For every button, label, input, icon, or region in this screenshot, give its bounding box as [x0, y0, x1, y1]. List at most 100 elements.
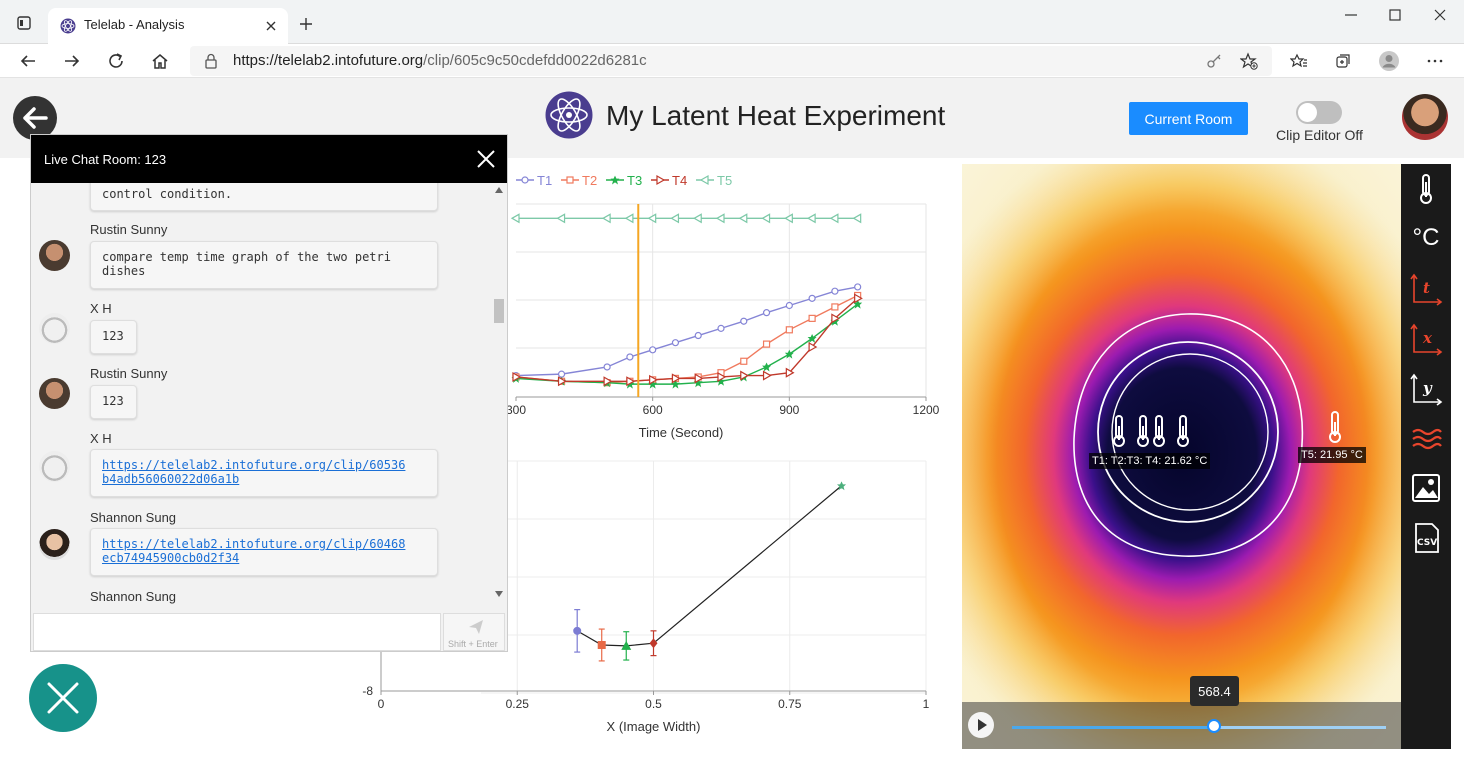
- data-point-t5: [693, 213, 702, 224]
- data-point-t5: [738, 213, 748, 224]
- data-point-t4: [626, 376, 636, 387]
- data-point-t1: [785, 301, 793, 310]
- send-hint: Shift + Enter: [448, 639, 498, 649]
- clip-editor-label: Clip Editor Off: [1276, 127, 1363, 143]
- position-point-t2: [597, 641, 606, 649]
- data-point-t4: [808, 341, 818, 352]
- window-close-icon[interactable]: [1424, 0, 1456, 30]
- scroll-up-icon[interactable]: [495, 187, 503, 193]
- chat-message-bubble: https://telelab2.intofuture.org/clip/604…: [90, 528, 438, 576]
- x-tick-label: 1200: [913, 403, 940, 417]
- user-avatar[interactable]: [1402, 94, 1448, 140]
- x-axis-label: Time (Second): [639, 425, 724, 440]
- address-bar[interactable]: https://telelab2.intofuture.org/clip/605…: [190, 46, 1272, 76]
- legend-marker-t5: [699, 174, 709, 186]
- profile-icon[interactable]: [1373, 46, 1405, 76]
- chat-link-line: ecb74945900cb0d2f34: [102, 551, 240, 565]
- chat-scrollbar-thumb[interactable]: [494, 299, 504, 323]
- chat-messages[interactable]: control condition. Rustin Sunny compare …: [31, 183, 507, 611]
- collections-icon[interactable]: [1327, 46, 1359, 76]
- thermal-image[interactable]: T1: T2:T3: T4: 21.62 °C T5: 21.95 °C: [962, 164, 1402, 749]
- heat-icon[interactable]: [1409, 422, 1443, 456]
- legend-label-t1: T1: [537, 173, 552, 188]
- chat-message-link[interactable]: https://telelab2.intofuture.org/clip/605…: [102, 458, 405, 486]
- key-icon[interactable]: [1206, 53, 1222, 74]
- scroll-down-icon[interactable]: [495, 591, 503, 597]
- tab-close-icon[interactable]: [262, 17, 280, 35]
- chat-close-icon[interactable]: [475, 148, 497, 170]
- minimize-icon[interactable]: [1335, 0, 1367, 30]
- page-title: My Latent Heat Experiment: [606, 100, 946, 131]
- thermometer-probe-icon[interactable]: [1326, 410, 1344, 449]
- chat-message-text: 123: [102, 394, 124, 408]
- toggle-knob: [1298, 103, 1317, 122]
- atom-logo-icon: [545, 91, 593, 144]
- close-chat-button[interactable]: [29, 664, 97, 732]
- celsius-icon[interactable]: °C: [1412, 224, 1440, 251]
- data-point-t1: [649, 346, 657, 354]
- close-icon: [47, 682, 79, 714]
- time-slider-handle[interactable]: [1206, 719, 1221, 733]
- thermometer-probe-icon[interactable]: [1174, 414, 1192, 453]
- chat-link-line: https://telelab2.intofuture.org/clip/604…: [102, 537, 406, 551]
- favorites-icon[interactable]: [1283, 46, 1315, 76]
- data-point-t1: [762, 309, 771, 317]
- data-point-t4: [762, 370, 772, 381]
- maximize-icon[interactable]: [1379, 0, 1411, 30]
- atom-favicon-icon: [60, 18, 76, 39]
- y-axis-icon[interactable]: y: [1409, 372, 1443, 406]
- chat-message-link[interactable]: https://telelab2.intofuture.org/clip/604…: [102, 537, 405, 565]
- home-icon[interactable]: [144, 46, 176, 76]
- thermometer-probe-icon[interactable]: [1134, 414, 1152, 453]
- data-point-t5: [852, 213, 862, 224]
- x-axis-label: X (Image Width): [607, 719, 701, 734]
- data-point-t5: [761, 213, 771, 224]
- t-axis-icon[interactable]: t: [1409, 272, 1443, 306]
- chat-message-bubble: 123: [90, 385, 137, 419]
- back-arrow-icon: [23, 107, 48, 129]
- data-point-t5: [624, 213, 634, 224]
- data-point-t3: [762, 362, 772, 372]
- thermometer-probe-icon[interactable]: [1110, 414, 1128, 453]
- send-button[interactable]: Shift + Enter: [443, 613, 505, 651]
- time-slider-progress: [1012, 726, 1214, 729]
- x-tick-label: 300: [506, 403, 526, 417]
- browser-tab[interactable]: Telelab - Analysis: [48, 8, 288, 44]
- play-button[interactable]: [968, 712, 994, 738]
- chat-title: Live Chat Room: 123: [44, 152, 167, 167]
- data-point-t3: [807, 333, 817, 343]
- url-host: https://telelab2.intofuture.org: [233, 52, 424, 69]
- add-favorite-icon[interactable]: [1239, 52, 1258, 75]
- clip-editor-toggle[interactable]: [1296, 101, 1342, 124]
- chat-scrollbar[interactable]: [492, 183, 506, 611]
- data-point-t5: [601, 213, 611, 224]
- csv-icon[interactable]: CSV: [1409, 521, 1443, 555]
- current-room-button[interactable]: Current Room: [1129, 102, 1248, 135]
- data-point-t4: [649, 374, 658, 385]
- data-point-t1: [854, 283, 862, 291]
- series-line-t3: [515, 303, 859, 385]
- lock-icon[interactable]: [204, 53, 218, 74]
- forward-arrow-icon[interactable]: [56, 46, 88, 76]
- new-tab-icon[interactable]: [290, 9, 322, 39]
- data-point-t1: [603, 363, 611, 371]
- data-point-t5: [829, 213, 839, 224]
- thermometer-probe-icon[interactable]: [1150, 414, 1168, 453]
- chat-message-text: dishes: [102, 264, 146, 278]
- reload-icon[interactable]: [100, 46, 132, 76]
- back-arrow-icon[interactable]: [12, 46, 44, 76]
- image-icon[interactable]: [1409, 471, 1443, 505]
- chat-message-bubble: https://telelab2.intofuture.org/clip/605…: [90, 449, 438, 497]
- chat-message-input[interactable]: [33, 613, 441, 651]
- chat-message-author: Shannon Sung: [90, 589, 177, 604]
- more-menu-icon[interactable]: [1419, 46, 1451, 76]
- csv-label: CSV: [1417, 538, 1437, 548]
- x-axis-icon[interactable]: x: [1409, 322, 1443, 356]
- tab-actions-icon[interactable]: [8, 8, 40, 38]
- thermometer-icon[interactable]: [1409, 172, 1443, 206]
- x-axis-label: x: [1422, 329, 1433, 347]
- position-profile-line: [576, 485, 842, 647]
- avatar: [39, 240, 70, 271]
- position-point-t3: [621, 640, 632, 650]
- back-button[interactable]: [13, 96, 57, 140]
